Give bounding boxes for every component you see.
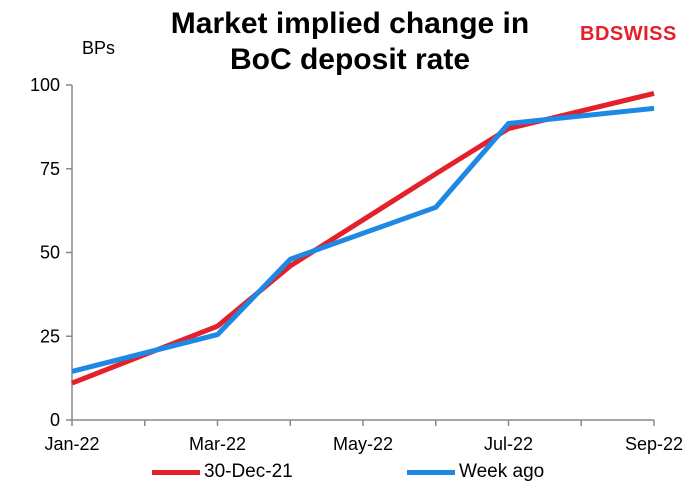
y-tick-label-1: 25 — [40, 326, 60, 346]
x-tick-label-4: Sep-22 — [625, 434, 683, 454]
x-tick-label-0: Jan-22 — [44, 434, 99, 454]
legend-swatch-1 — [407, 469, 455, 475]
y-tick-label-3: 75 — [40, 159, 60, 179]
brand-logo-prefix: BD — [580, 23, 610, 45]
legend-item-0: 30-Dec-21 — [152, 461, 293, 483]
chart-title-line-2: BoC deposit rate — [229, 43, 471, 76]
brand-logo-suffix: SWISS — [609, 23, 677, 45]
y-tick-label-2: 50 — [40, 243, 60, 263]
series-line-0 — [71, 90, 655, 386]
y-tick-label-0: 0 — [50, 410, 60, 430]
x-tick-label-1: Mar-22 — [189, 434, 246, 454]
series-line-1 — [71, 105, 655, 374]
legend-item-1: Week ago — [407, 461, 544, 483]
legend-label-1: Week ago — [459, 461, 545, 482]
x-tick-label-3: Jul-22 — [484, 434, 533, 454]
legend-swatch-0 — [152, 469, 200, 475]
legend-label-0: 30-Dec-21 — [204, 461, 293, 482]
x-tick-label-2: May-22 — [333, 434, 393, 454]
chart-title-line-1: Market implied change in — [170, 7, 530, 40]
y-axis-label: BPs — [82, 38, 116, 58]
brand-logo: BDSWISS — [580, 23, 677, 46]
y-tick-label-4: 100 — [30, 75, 60, 95]
